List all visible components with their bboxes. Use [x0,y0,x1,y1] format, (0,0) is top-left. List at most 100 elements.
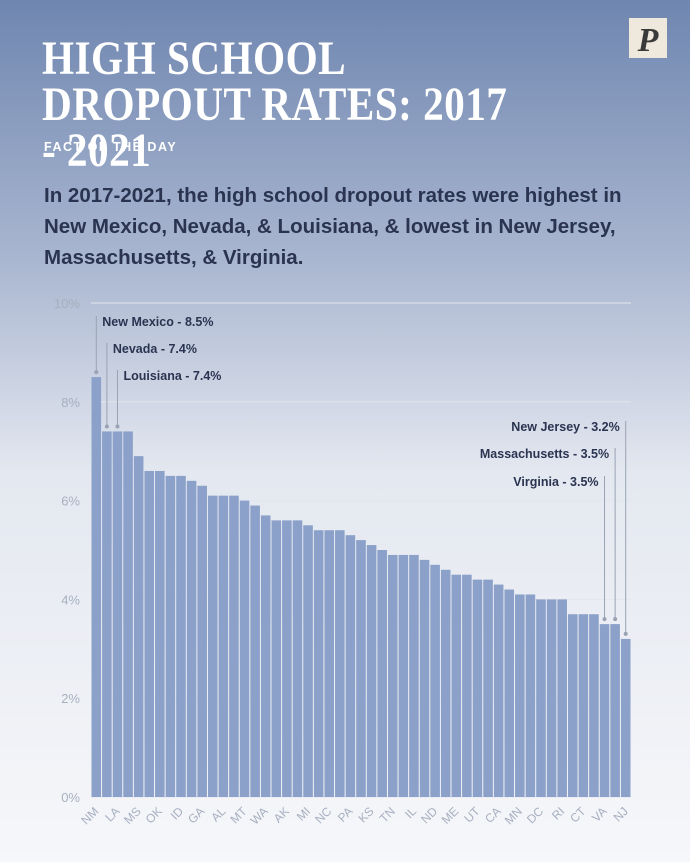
bar [102,431,112,797]
x-tick-label: ND [418,804,440,826]
bar [493,584,504,797]
y-tick-label: 4% [61,592,80,607]
y-tick-label: 6% [61,494,80,509]
logo-letter: P [637,22,659,58]
annotation: Virginia - 3.5% [513,475,598,489]
bar [271,520,282,797]
annotation-dot [94,370,99,375]
bar [239,500,250,797]
subtitle: FACT OF THE DAY [44,140,178,154]
bar [419,559,430,797]
bar [186,480,197,797]
bar [578,614,589,797]
bar [472,579,483,797]
title: HIGH SCHOOL DROPOUT RATES: 2017 - 2021 [42,32,508,177]
bar [229,495,239,797]
bar [144,470,155,797]
bar [345,535,356,797]
bar [292,520,303,797]
x-tick-label: DC [524,804,546,826]
bar [324,530,335,797]
x-tick-label: OK [143,804,165,826]
bar [377,550,387,797]
x-tick-label: ME [439,804,462,827]
annotation: Louisiana - 7.4% [123,369,221,383]
y-tick-label: 2% [61,691,80,706]
y-tick-label: 0% [61,790,80,805]
annotation-dot [115,424,120,429]
bar [123,431,133,797]
x-tick-label: PA [335,804,356,825]
x-tick-label: AK [271,804,292,825]
annotation: Nevada - 7.4% [113,342,197,356]
bar [504,589,515,797]
bar [366,545,377,797]
x-tick-label: CA [482,804,504,826]
x-tick-label: MT [227,804,250,827]
bar [313,530,324,797]
bar [567,614,578,797]
bar [451,574,462,797]
bar [356,540,366,797]
x-tick-label: NC [312,804,334,826]
bar [462,574,472,797]
bar [430,564,440,797]
x-tick-label: MS [121,804,144,827]
bar [112,431,123,797]
annotation-dot [623,631,628,636]
x-tick-label: ID [168,804,187,823]
x-tick-label: WA [248,804,271,827]
bar [91,377,102,797]
bar [536,599,546,797]
x-tick-label: MI [294,804,313,823]
x-tick-label: NJ [611,804,631,824]
x-tick-label: KS [355,804,376,825]
bar [133,456,144,797]
bar [409,554,419,797]
bar [218,495,229,797]
bar [440,569,451,797]
bar [620,638,631,797]
bar [387,554,398,797]
y-tick-label: 8% [61,395,80,410]
description: In 2017-2021, the high school dropout ra… [44,184,622,269]
bar [197,485,207,797]
bar [589,614,599,797]
x-tick-label: GA [185,804,207,826]
x-tick-label: UT [461,804,483,826]
bar [525,594,536,797]
annotation-dot [104,424,109,429]
annotation: Massachusetts - 3.5% [480,447,609,461]
bar [303,525,313,797]
bar [176,475,186,797]
x-tick-label: VA [589,804,610,825]
bar [250,505,260,797]
bar [155,470,165,797]
bar [557,599,567,797]
bar [610,624,620,797]
x-tick-label: TN [377,804,398,825]
bar [515,594,525,797]
x-tick-label: AL [208,804,229,825]
bar [546,599,557,797]
annotation-dot [602,617,607,622]
y-tick-label: 10% [54,296,80,311]
x-tick-label: MN [502,804,525,827]
bar [260,515,271,797]
x-tick-label: RI [549,804,567,822]
bar [165,475,176,797]
bar [599,624,610,797]
bar [282,520,292,797]
x-tick-label: NM [78,804,101,827]
bar [398,554,409,797]
annotation: New Mexico - 8.5% [102,315,213,329]
bar [207,495,218,797]
x-tick-label: CT [567,804,589,826]
x-tick-label: LA [102,804,122,824]
bar [483,579,493,797]
bar [335,530,345,797]
annotation: New Jersey - 3.2% [511,420,619,434]
x-tick-label: IL [402,804,419,821]
